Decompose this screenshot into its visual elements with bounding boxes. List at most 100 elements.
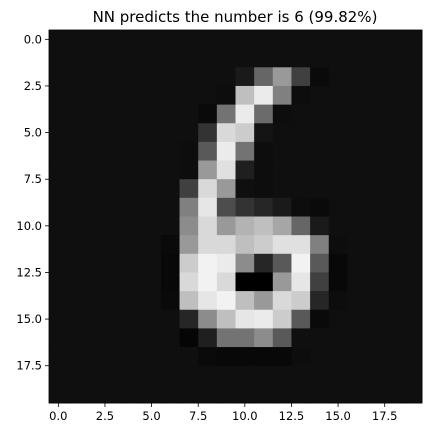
heatmap-cell [67, 291, 87, 311]
heatmap-cell [254, 272, 274, 292]
heatmap-cell [49, 216, 69, 236]
heatmap-cell [347, 67, 367, 87]
heatmap-cell [198, 253, 218, 273]
heatmap-cell [67, 179, 87, 199]
heatmap-cell [160, 179, 180, 199]
heatmap-cell [216, 365, 236, 385]
heatmap-cell [310, 85, 330, 105]
heatmap-cell [272, 85, 292, 105]
heatmap-cell [328, 253, 348, 273]
heatmap-cell [310, 253, 330, 273]
x-tick-label: 12.5 [279, 409, 305, 423]
heatmap-cell [67, 309, 87, 329]
heatmap-cell [291, 48, 311, 68]
heatmap-cell [198, 384, 218, 404]
heatmap-cell [272, 141, 292, 161]
heatmap-cell [86, 235, 106, 255]
heatmap-cell [49, 384, 69, 404]
heatmap-cell [216, 179, 236, 199]
heatmap-cell [403, 328, 423, 348]
heatmap-cell [235, 253, 255, 273]
heatmap-cell [104, 309, 124, 329]
heatmap-cell [216, 347, 236, 367]
heatmap-cell [123, 384, 143, 404]
heatmap-cell [403, 85, 423, 105]
heatmap-cell [123, 328, 143, 348]
heatmap-cell [104, 365, 124, 385]
heatmap-cell [235, 67, 255, 87]
heatmap-cell [403, 235, 423, 255]
heatmap-cell [328, 384, 348, 404]
heatmap-cell [49, 179, 69, 199]
heatmap-cell [254, 160, 274, 180]
heatmap-cell [403, 272, 423, 292]
heatmap-cell [254, 179, 274, 199]
heatmap-cell [179, 216, 199, 236]
heatmap-cell [67, 365, 87, 385]
heatmap-cell [254, 197, 274, 217]
heatmap-cell [310, 272, 330, 292]
heatmap-cell [179, 328, 199, 348]
y-tick-label: 15.0 [16, 312, 42, 326]
heatmap-cell [142, 235, 162, 255]
heatmap-cell [142, 309, 162, 329]
heatmap-cell [123, 272, 143, 292]
heatmap-cell [235, 235, 255, 255]
x-axis: 0.0 2.5 5.0 7.5 10.0 12.5 15.0 17.5 [49, 403, 398, 423]
heatmap-cell [347, 272, 367, 292]
heatmap-cell [142, 253, 162, 273]
heatmap-cell [291, 253, 311, 273]
heatmap-cell [216, 309, 236, 329]
heatmap-cell [328, 365, 348, 385]
heatmap-cell [347, 104, 367, 124]
heatmap-cell [403, 30, 423, 50]
heatmap-cell [67, 67, 87, 87]
heatmap-cell [123, 104, 143, 124]
heatmap-cell [198, 365, 218, 385]
heatmap-cell [384, 197, 404, 217]
heatmap-cell [291, 384, 311, 404]
heatmap-cell [235, 123, 255, 143]
heatmap-cell [179, 67, 199, 87]
heatmap-cell [272, 253, 292, 273]
heatmap-cell [104, 216, 124, 236]
y-axis: 0.0 2.5 5.0 7.5 10.0 12.5 15.0 17.5 [16, 32, 49, 373]
heatmap-cell [198, 85, 218, 105]
heatmap-cell [310, 347, 330, 367]
heatmap-cell [254, 365, 274, 385]
heatmap-cell [384, 123, 404, 143]
heatmap-cell [198, 141, 218, 161]
heatmap-cell [216, 216, 236, 236]
heatmap-cell [403, 160, 423, 180]
heatmap-cell [366, 30, 386, 50]
heatmap-cell [198, 235, 218, 255]
heatmap-cell [67, 216, 87, 236]
heatmap-cell [366, 141, 386, 161]
heatmap-cell [235, 104, 255, 124]
heatmap-cell [384, 347, 404, 367]
heatmap-cell [366, 235, 386, 255]
heatmap-cell [216, 141, 236, 161]
heatmap-cell [86, 141, 106, 161]
heatmap-cell [347, 253, 367, 273]
heatmap-cell [403, 309, 423, 329]
heatmap-cell [235, 384, 255, 404]
heatmap-cell [328, 272, 348, 292]
heatmap-cell [384, 365, 404, 385]
heatmap-cell [160, 123, 180, 143]
heatmap-cell [310, 216, 330, 236]
heatmap-cell [403, 141, 423, 161]
heatmap-cell [49, 235, 69, 255]
heatmap-cell [104, 141, 124, 161]
heatmap-cell [198, 160, 218, 180]
heatmap-cell [160, 347, 180, 367]
heatmap-cell [366, 216, 386, 236]
heatmap-cell [160, 216, 180, 236]
heatmap-cell [123, 235, 143, 255]
heatmap-cell [160, 104, 180, 124]
heatmap-cell [67, 48, 87, 68]
heatmap-cell [272, 67, 292, 87]
heatmap-cell [310, 365, 330, 385]
heatmap-cell [86, 365, 106, 385]
heatmap-cell [254, 30, 274, 50]
